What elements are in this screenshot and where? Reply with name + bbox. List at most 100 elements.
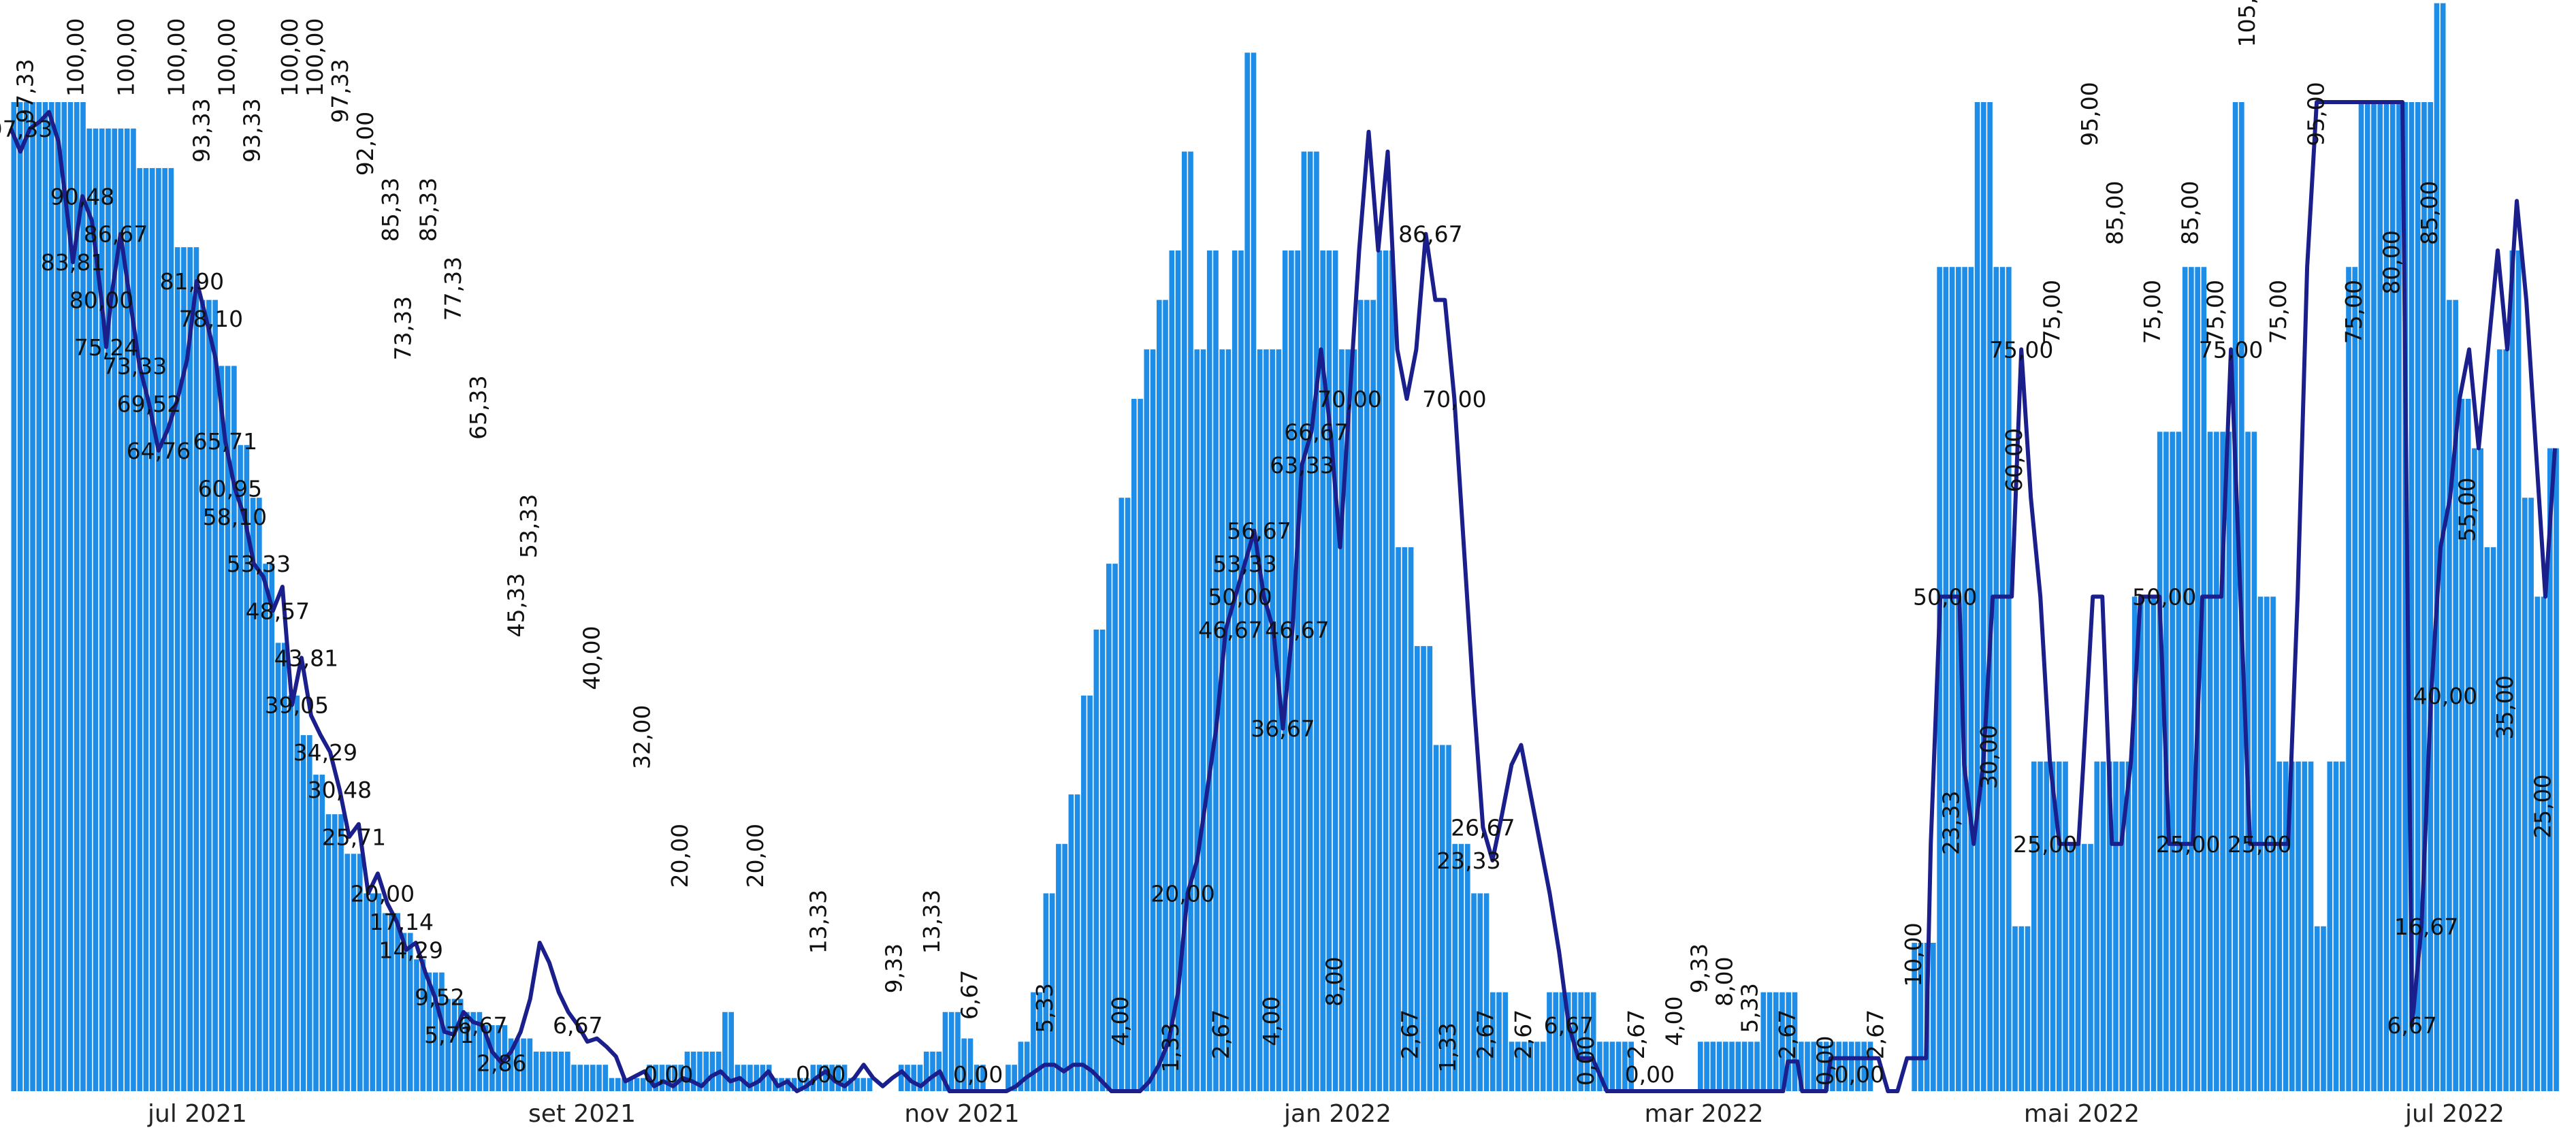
bar <box>1238 250 1244 1092</box>
bar <box>439 972 445 1091</box>
line-value-label: 34,29 <box>293 739 357 766</box>
bar-value-label: 9,33 <box>880 943 907 993</box>
bar <box>357 854 363 1091</box>
bar <box>1351 349 1357 1091</box>
bar <box>451 999 457 1091</box>
bar <box>2151 596 2157 1091</box>
line-value-label: 6,67 <box>553 1012 602 1039</box>
bar <box>546 1051 551 1091</box>
bar <box>1597 1041 1603 1091</box>
bar <box>2346 267 2351 1092</box>
bar <box>697 1051 703 1091</box>
bar-value-label: 100,00 <box>213 18 240 97</box>
bar <box>1615 1041 1622 1091</box>
bar <box>1012 1065 1018 1091</box>
bar <box>1225 349 1231 1091</box>
bar <box>250 498 256 1091</box>
bar-value-label: 75,00 <box>2038 280 2065 344</box>
bar <box>338 814 344 1091</box>
bar <box>2138 596 2144 1091</box>
bar <box>2031 761 2037 1091</box>
bar <box>445 999 451 1091</box>
x-tick-label: set 2021 <box>528 1100 636 1128</box>
bar <box>2453 300 2458 1092</box>
bar <box>212 300 218 1092</box>
bar <box>2541 596 2547 1091</box>
bar <box>1043 893 1049 1091</box>
bar <box>854 1078 860 1091</box>
bar <box>1163 300 1168 1092</box>
bar <box>2232 102 2238 1091</box>
bar <box>2497 349 2502 1091</box>
bar <box>1735 1041 1741 1091</box>
bar <box>2088 843 2093 1091</box>
line-value-label: 73,33 <box>103 353 167 380</box>
bar-value-label: 95,00 <box>2076 82 2103 146</box>
bar <box>93 128 99 1091</box>
line-value-label: 60,95 <box>198 475 262 502</box>
bar <box>1458 843 1464 1091</box>
bar <box>1811 1041 1817 1091</box>
bar <box>1370 300 1376 1092</box>
bar <box>2201 267 2207 1092</box>
bar <box>382 913 388 1091</box>
bar <box>1087 695 1093 1091</box>
bar <box>1452 843 1458 1091</box>
bar <box>1244 52 1251 1092</box>
bar <box>2554 448 2559 1091</box>
bar <box>911 1065 917 1091</box>
bar <box>1729 1041 1735 1091</box>
line-value-label: 50,00 <box>1913 584 1977 611</box>
bar <box>2547 448 2553 1091</box>
bar <box>1786 992 1792 1091</box>
bar <box>1049 893 1055 1091</box>
bar <box>1962 267 1967 1092</box>
bar <box>1433 745 1439 1091</box>
bar-value-label: 100,00 <box>63 18 89 97</box>
bar <box>1464 843 1470 1091</box>
bar <box>2377 102 2383 1091</box>
bar <box>2131 596 2138 1091</box>
bar <box>1943 267 1949 1092</box>
line-value-label: 23,33 <box>1436 847 1500 874</box>
bar <box>1710 1041 1716 1091</box>
bar <box>67 102 74 1091</box>
bar <box>112 128 118 1091</box>
bar <box>1830 1041 1835 1091</box>
bar <box>1056 843 1061 1091</box>
bar <box>1112 564 1118 1091</box>
bar <box>2289 761 2295 1091</box>
bar <box>1345 349 1351 1091</box>
bar <box>571 1065 577 1091</box>
bar <box>1603 1041 1609 1091</box>
bar <box>1383 250 1389 1092</box>
bar <box>42 102 48 1091</box>
bar <box>2113 761 2119 1091</box>
bar <box>2371 102 2377 1091</box>
line-value-label: 46,67 <box>1265 617 1329 643</box>
line-value-label: 83,81 <box>41 249 105 276</box>
bar <box>61 102 67 1091</box>
bar <box>867 1078 873 1091</box>
bar <box>1540 1041 1546 1091</box>
bar <box>2094 761 2100 1091</box>
bar <box>238 444 243 1091</box>
bar <box>1528 1041 1534 1091</box>
bar <box>1332 250 1338 1092</box>
bar <box>1150 349 1156 1091</box>
bar <box>1439 745 1445 1091</box>
bar-value-label: 65,33 <box>465 375 492 439</box>
bar <box>231 366 237 1091</box>
bar <box>257 498 262 1091</box>
trend-line <box>9 100 2557 1093</box>
bar <box>1722 1041 1728 1091</box>
bar <box>1364 300 1370 1092</box>
bar <box>288 695 293 1091</box>
bar <box>2220 432 2225 1091</box>
bar <box>2302 761 2308 1091</box>
bar <box>1188 151 1193 1091</box>
bar <box>1534 1041 1540 1091</box>
bar <box>168 167 174 1091</box>
bar <box>2389 102 2396 1091</box>
bar <box>1339 349 1345 1091</box>
